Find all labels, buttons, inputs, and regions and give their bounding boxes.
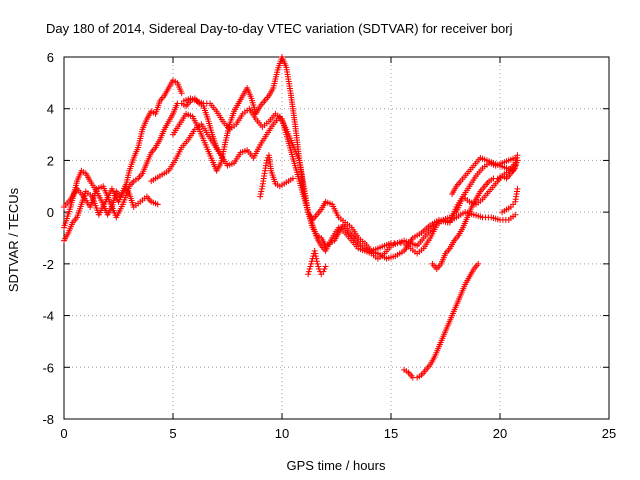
y-tick-label: 4 <box>47 102 54 117</box>
data-point-interp <box>305 268 312 275</box>
data-point <box>154 201 161 208</box>
y-tick-label: -2 <box>42 257 54 272</box>
data-point <box>289 175 296 182</box>
data-point-interp <box>258 188 265 195</box>
data-point-interp <box>314 260 321 267</box>
x-tick-label: 15 <box>384 426 398 441</box>
data-point-interp <box>312 250 319 257</box>
y-tick-label: 2 <box>47 153 54 168</box>
data-points <box>61 54 521 381</box>
y-tick-label: -4 <box>42 309 54 324</box>
x-tick-label: 25 <box>602 426 616 441</box>
data-point <box>305 271 312 278</box>
data-point <box>316 266 323 273</box>
data-point <box>514 152 521 159</box>
x-tick-label: 0 <box>60 426 67 441</box>
x-axis-tick-labels: 0 5 10 15 20 25 <box>60 426 616 441</box>
data-point <box>514 157 521 164</box>
y-tick-label: 6 <box>47 50 54 65</box>
data-point <box>257 193 264 200</box>
data-point-interp <box>315 263 322 270</box>
chart-title: Day 180 of 2014, Sidereal Day-to-day VTE… <box>46 21 513 36</box>
data-point-interp <box>258 185 265 192</box>
data-point <box>313 258 320 265</box>
data-point <box>320 268 327 275</box>
data-point-interp <box>308 260 315 267</box>
data-point <box>514 185 521 192</box>
x-tick-label: 10 <box>275 426 289 441</box>
data-point <box>475 260 482 267</box>
data-point <box>512 211 519 218</box>
data-point-interp <box>313 255 320 262</box>
y-tick-label: -6 <box>42 360 54 375</box>
x-tick-label: 20 <box>493 426 507 441</box>
data-point <box>178 90 185 97</box>
data-point-interp <box>306 266 313 273</box>
y-tick-label: 0 <box>47 205 54 220</box>
data-point-interp <box>308 258 315 265</box>
data-point-interp <box>257 191 264 198</box>
x-axis-label: GPS time / hours <box>287 458 386 473</box>
data-point <box>322 263 329 270</box>
data-point <box>311 247 318 254</box>
data-point-interp <box>321 266 328 273</box>
y-axis-tick-labels: -8 -6 -4 -2 0 2 4 6 <box>42 50 54 427</box>
data-point <box>307 263 314 270</box>
y-tick-label: -8 <box>42 412 54 427</box>
x-tick-label: 5 <box>169 426 176 441</box>
y-axis-label: SDTVAR / TECUs <box>6 187 21 292</box>
data-point-interp <box>312 253 319 260</box>
